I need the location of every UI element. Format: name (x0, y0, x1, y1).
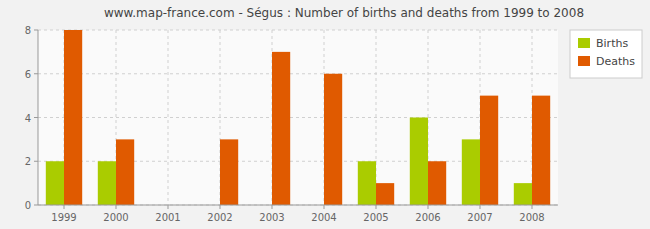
y-tick (34, 205, 38, 206)
x-tick-label: 2002 (207, 212, 232, 223)
y-grid-line (38, 205, 558, 206)
chart-svg: www.map-france.com - Ségus : Number of b… (0, 0, 650, 229)
x-tick (428, 205, 429, 209)
y-tick-label: 4 (25, 113, 31, 124)
title: www.map-france.com - Ségus : Number of b… (104, 6, 584, 20)
plot-background (38, 30, 558, 205)
legend-label: Births (596, 37, 628, 50)
bar (324, 74, 342, 205)
bar (410, 118, 428, 206)
bar (428, 161, 446, 205)
x-tick-label: 2008 (519, 212, 544, 223)
x-tick-label: 1999 (51, 212, 76, 223)
y-tick-label: 6 (25, 69, 31, 80)
x-tick (324, 205, 325, 209)
x-tick-label: 2004 (311, 212, 336, 223)
bar (98, 161, 116, 205)
x-tick (532, 205, 533, 209)
legend-swatch (578, 56, 590, 66)
x-tick (168, 205, 169, 209)
x-tick-label: 2006 (415, 212, 440, 223)
legend-label: Deaths (596, 55, 635, 68)
y-tick (34, 30, 38, 31)
legend: Births Deaths (570, 30, 642, 78)
x-grid-line (168, 30, 169, 205)
bar (46, 161, 64, 205)
x-tick-label: 2000 (103, 212, 128, 223)
x-tick-label: 2007 (467, 212, 492, 223)
legend-swatch (578, 38, 590, 48)
y-tick-label: 2 (25, 156, 31, 167)
legend-frame (570, 30, 642, 78)
x-tick-label: 2005 (363, 212, 388, 223)
x-axis-line (38, 205, 558, 206)
y-tick (34, 73, 38, 74)
bar (116, 139, 134, 205)
y-tick (34, 117, 38, 118)
x-tick (376, 205, 377, 209)
bar (220, 139, 238, 205)
x-tick (64, 205, 65, 209)
x-tick (272, 205, 273, 209)
x-tick-label: 2003 (259, 212, 284, 223)
y-tick (34, 161, 38, 162)
bar (462, 139, 480, 205)
bar (532, 96, 550, 205)
bar (272, 52, 290, 205)
y-tick-label: 0 (25, 200, 31, 211)
x-tick (116, 205, 117, 209)
y-tick-label: 8 (25, 25, 31, 36)
y-axis-line (38, 30, 39, 205)
x-tick-label: 2001 (155, 212, 180, 223)
chart-container: www.map-france.com - Ségus : Number of b… (0, 0, 650, 229)
bar (514, 183, 532, 205)
bar (480, 96, 498, 205)
x-tick (220, 205, 221, 209)
x-tick (480, 205, 481, 209)
grid (38, 30, 558, 205)
bars (46, 30, 550, 205)
bar (358, 161, 376, 205)
bar (64, 30, 82, 205)
bar (376, 183, 394, 205)
